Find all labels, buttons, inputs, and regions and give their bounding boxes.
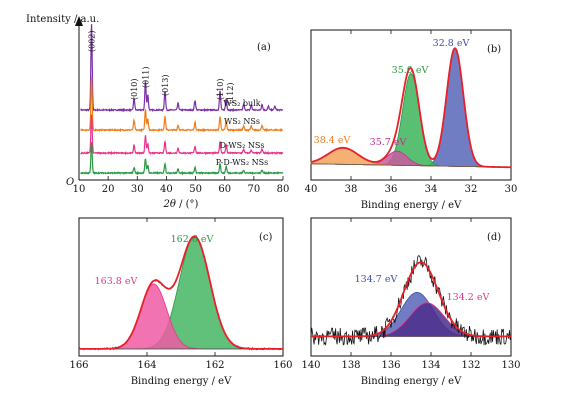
panel-a-hkl-label-3: (013)	[161, 74, 170, 96]
panel-c-x-tick-label-1: 164	[137, 360, 156, 371]
panel-a-hkl-label-1: (010)	[130, 78, 139, 100]
panel-a-hkl-label-4: (110)	[216, 78, 225, 100]
panel-d-x-tick-label-1: 138	[341, 360, 360, 371]
panel-a-series-0	[80, 24, 284, 113]
panel-d-x-tick-label-2: 136	[381, 360, 400, 371]
panel-b-peak-label-2: 35.7 eV	[370, 137, 407, 148]
panel-a-x-tick-label-0: 10	[73, 184, 86, 195]
panel-a-series-1	[80, 76, 284, 133]
panel-d-raw-data	[310, 255, 512, 347]
panel-a-x-tick-label-5: 60	[218, 184, 231, 195]
panel-d-envelope	[311, 261, 511, 338]
panel-d-peak-label-1: 134.2 eV	[447, 292, 490, 303]
panel-a-x-label: 2θ / (°)	[163, 199, 199, 210]
panel-a-series-3	[80, 142, 284, 176]
panel-a-x-tick-label-4: 50	[189, 184, 202, 195]
panel-b-x-label: Binding energy / eV	[361, 200, 462, 211]
panel-b-x-tick-label-1: 38	[345, 184, 358, 195]
panel-d-x-tick-label-0: 140	[301, 360, 320, 371]
panel-a-x-tick-label-7: 80	[277, 184, 290, 195]
panel-a-hkl-label-5: (112)	[226, 82, 235, 104]
panel-c-envelope	[79, 235, 283, 350]
panel-c-x-label: Binding energy / eV	[131, 376, 232, 387]
panel-b-x-tick-label-2: 36	[385, 184, 398, 195]
panel-c-peak-label-0: 162.6 eV	[171, 234, 214, 245]
panel-a-x-tick-label-6: 70	[247, 184, 260, 195]
panel-b-x-tick-label-3: 34	[425, 184, 438, 195]
panel-a-series-2	[80, 114, 284, 156]
panel-b-peak-label-1: 35.0 eV	[392, 65, 429, 76]
panel-a-x-tick-label-2: 30	[131, 184, 144, 195]
panel-b-x-tick-label-5: 30	[505, 184, 518, 195]
panel-a-hkl-label-0: (002)	[88, 30, 97, 52]
panel-a-hkl-label-2: (011)	[141, 66, 150, 88]
panel-d-frame	[310, 217, 512, 357]
panel-b-peak-label-3: 38.4 eV	[314, 135, 351, 146]
panel-c-peak-label-1: 163.8 eV	[95, 276, 138, 287]
panel-c-component-0	[79, 236, 283, 350]
panel-b-envelope	[310, 47, 512, 169]
panel-c-letter: (c)	[259, 232, 273, 243]
panel-d-letter: (d)	[487, 232, 501, 243]
panel-d-peak-label-0: 134.7 eV	[355, 274, 398, 285]
panel-a-series-label-1: WS₂ NSs	[224, 117, 260, 126]
panel-d-x-tick-label-3: 134	[421, 360, 440, 371]
panel-b-letter: (b)	[487, 44, 501, 55]
panel-b-frame	[310, 29, 512, 181]
panel-d-x-label: Binding energy / eV	[361, 376, 462, 387]
panel-c-x-tick-label-2: 162	[205, 360, 224, 371]
panel-b-background	[310, 163, 512, 168]
panel-c-x-tick-label-0: 166	[69, 360, 88, 371]
panel-a-series-label-2: D-WS₂ NSs	[220, 141, 265, 150]
panel-a-series-label-3: P-D-WS₂ NSs	[216, 158, 269, 167]
panel-a-x-tick-label-1: 20	[102, 184, 115, 195]
panel-b-x-tick-label-0: 40	[305, 184, 318, 195]
panel-c-frame	[78, 217, 284, 357]
panel-a-letter: (a)	[257, 42, 271, 53]
panel-b-x-tick-label-4: 32	[465, 184, 478, 195]
panel-d-x-tick-label-4: 132	[461, 360, 480, 371]
panel-a-origin-label: O	[66, 177, 74, 188]
panel-a-x-tick-label-3: 40	[160, 184, 173, 195]
panel-c-x-tick-label-3: 160	[273, 360, 292, 371]
panel-d-x-tick-label-5: 130	[501, 360, 520, 371]
panel-a-y-arrow	[75, 16, 83, 26]
panel-a-series-label-0: WS₂ bulk	[223, 99, 260, 108]
panel-a-y-label: Intensity / a.u.	[26, 14, 99, 25]
panel-b-peak-label-0: 32.8 eV	[433, 38, 470, 49]
